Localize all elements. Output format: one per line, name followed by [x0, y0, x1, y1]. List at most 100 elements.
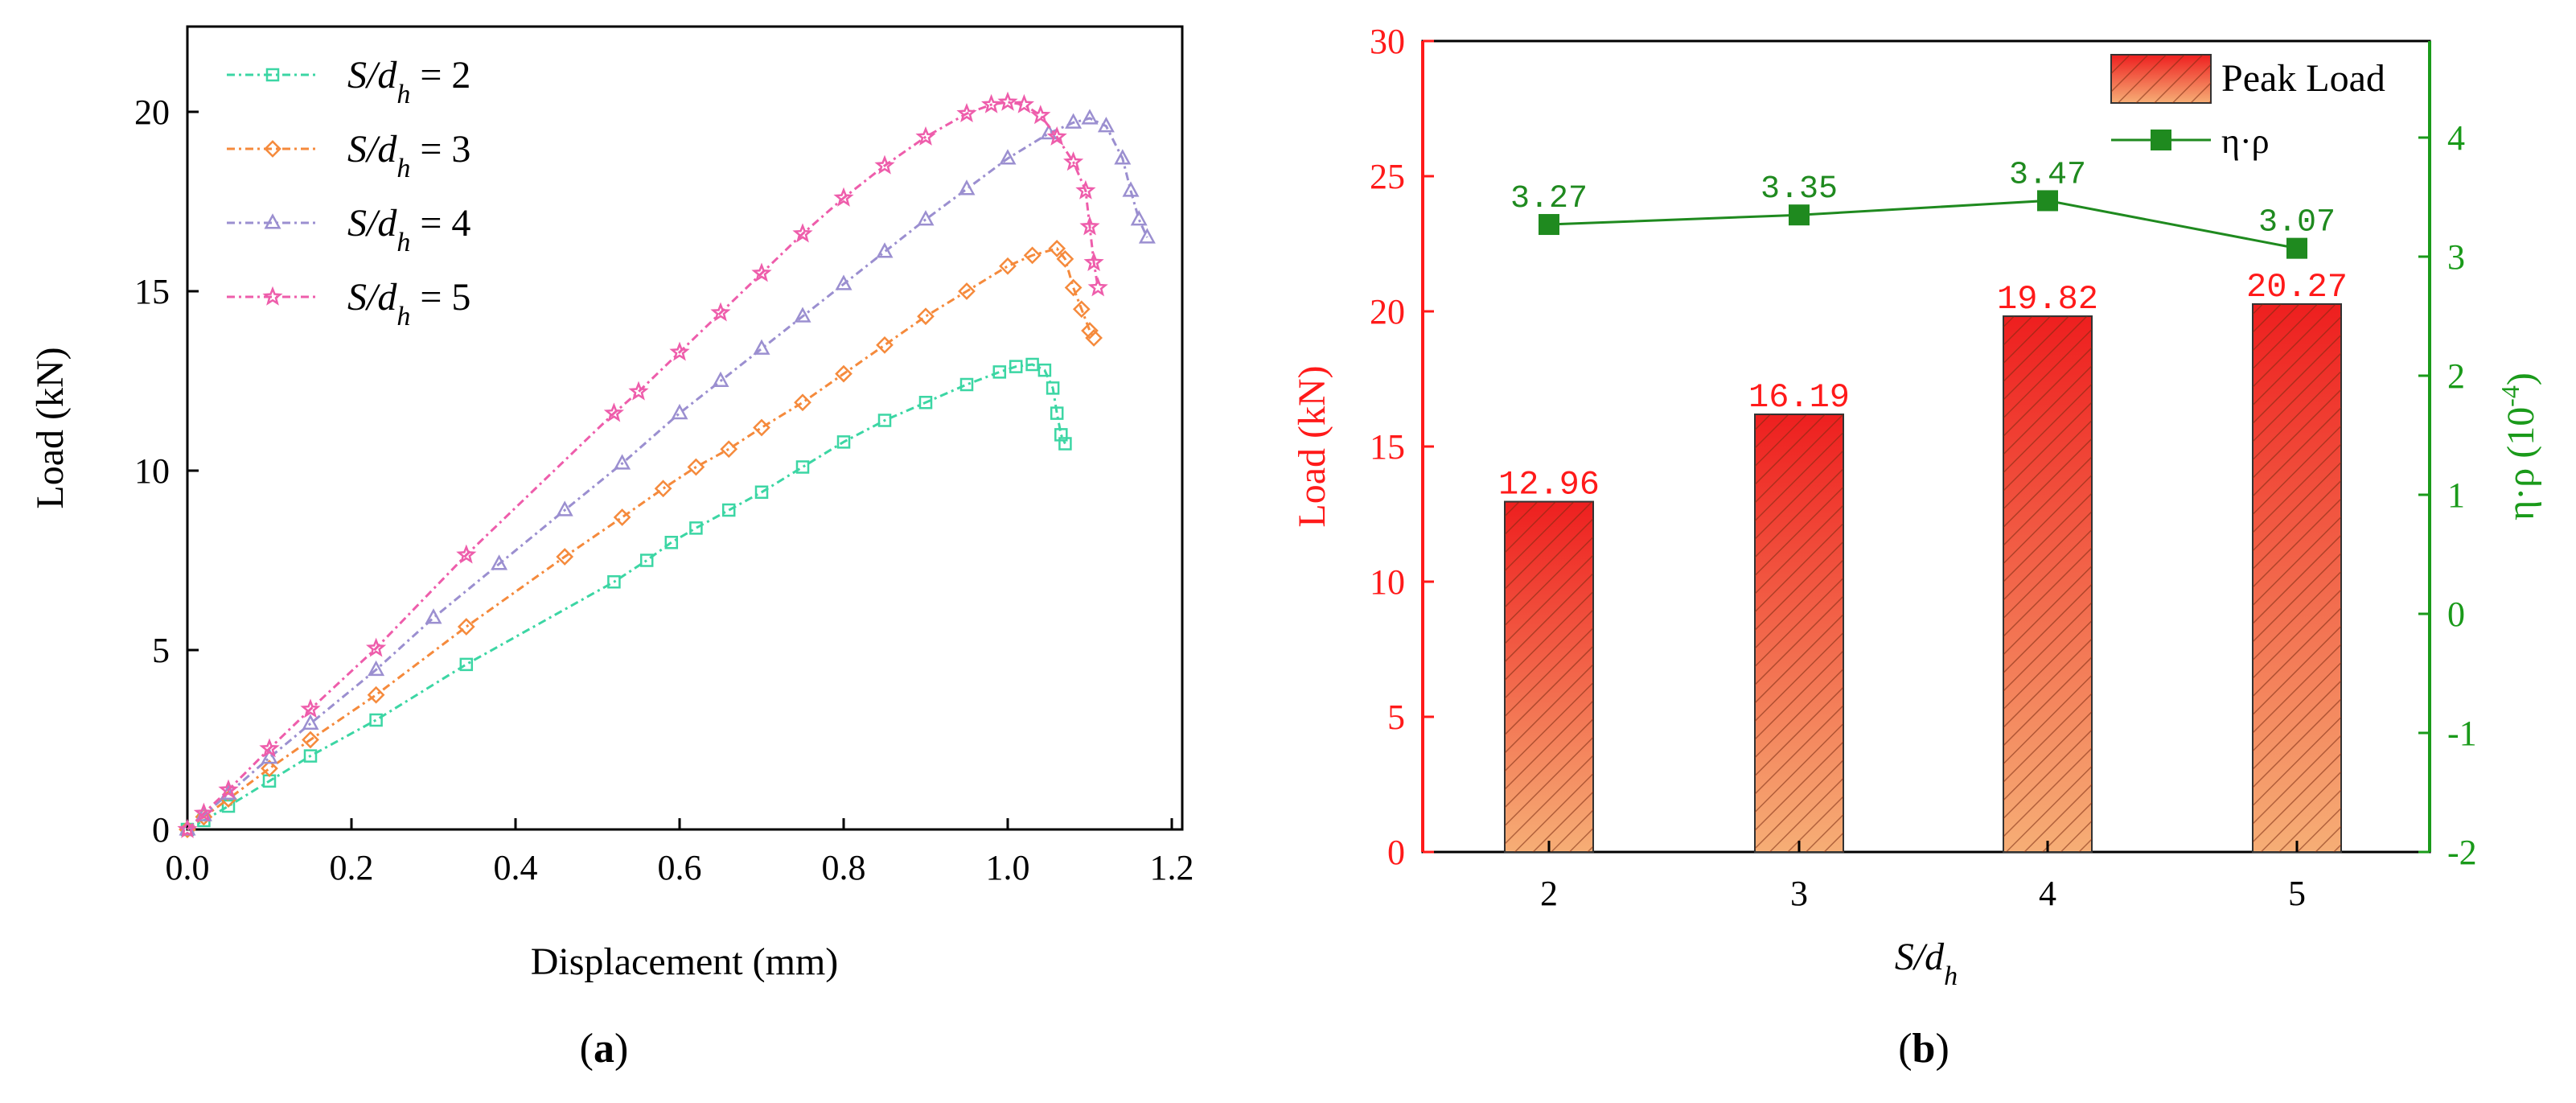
data-point-a [302, 714, 319, 730]
legend-label-a: S/dh = 2 [347, 54, 470, 109]
data-point-a [654, 479, 672, 498]
bar-hatch [2253, 303, 2341, 853]
legend-label-a: S/dh = 3 [347, 128, 470, 183]
data-point-a [1122, 181, 1140, 197]
data-point-a [614, 454, 631, 470]
data-point-a [981, 93, 1002, 113]
data-point-a [877, 414, 892, 427]
x-tick-label-b: 5 [2288, 874, 2306, 913]
data-point-a [179, 820, 196, 836]
data-point-a [999, 257, 1017, 275]
y2-label-main: η·ρ (10 [2500, 407, 2542, 521]
data-point-a [794, 307, 811, 323]
data-point-a [794, 393, 811, 412]
data-point-a [1075, 179, 1096, 200]
x-tick-label-b: 2 [1540, 874, 1558, 913]
legend-label-suffix: = 3 [410, 128, 470, 171]
data-point-a [195, 808, 213, 826]
data-point-a [303, 749, 318, 763]
data-point-a [754, 485, 769, 500]
x-axis-label-a: Displacement (mm) [531, 940, 839, 983]
data-point-a [687, 458, 705, 476]
data-point-a [1054, 428, 1068, 442]
data-point-a [795, 460, 810, 474]
data-point-a [302, 731, 319, 749]
data-point-a [959, 377, 974, 392]
y-tick-label-b: 0 [1387, 833, 1405, 872]
bar-value-label: 20.27 [2246, 268, 2348, 307]
series-a-5 [177, 91, 1108, 838]
data-point-a [425, 608, 442, 624]
plot-frame-a [186, 25, 1184, 831]
data-point-a [997, 91, 1018, 111]
x-tick-label-a: 0.2 [330, 848, 374, 887]
legend-label-a: S/dh = 4 [347, 202, 470, 257]
y2-tick-label-b: 4 [2447, 118, 2465, 158]
data-point-a [956, 102, 977, 123]
data-point-a [1065, 113, 1083, 129]
bar-hatch [1505, 501, 1593, 852]
y2-label-sup: -4 [2496, 385, 2525, 407]
data-point-a [1058, 437, 1072, 451]
x-label-b-sub: h [1944, 961, 1958, 991]
data-point-a [177, 818, 198, 838]
y-tick-label-a: 5 [152, 631, 170, 670]
series-line-a [187, 247, 1095, 831]
data-point-a [193, 802, 214, 822]
x-tick-label-a: 0.0 [166, 848, 210, 887]
eta-rho-line [1548, 199, 2298, 250]
chart-b: 12.96 16.19 19.82 20.27 3.27 3.35 3.47 3.07 0 5… [1291, 22, 2542, 1072]
data-point-a [259, 738, 280, 758]
bar-group: 16.19 [1748, 378, 1850, 853]
data-point-a [603, 402, 624, 422]
data-point-a [1023, 246, 1041, 265]
y-tick-label-a: 20 [134, 93, 170, 132]
bar-series-b: 12.96 16.19 19.82 20.27 [1498, 268, 2348, 854]
bar-group: 19.82 [1997, 280, 2098, 854]
legend-label-suffix: = 5 [410, 276, 470, 319]
data-point-a [876, 242, 894, 258]
data-point-a [720, 440, 738, 459]
data-point-a [917, 210, 935, 226]
y-tick-label-b: 10 [1370, 562, 1405, 602]
y-axis-label-b: Load (kN) [1291, 365, 1333, 527]
panel-letter-b: b [1912, 1026, 1936, 1072]
data-point-a [836, 435, 851, 449]
series-line-a [187, 117, 1148, 831]
bar-hatch [1755, 414, 1843, 852]
x-axis-b: 2 3 4 5 [1540, 841, 2306, 913]
legend-label-sub: h [396, 154, 410, 183]
x-tick-label-b: 4 [2039, 874, 2056, 913]
series-a-2 [180, 357, 1072, 837]
data-point-a [369, 713, 383, 727]
x-axis-a: 0.0 0.2 0.4 0.6 0.8 1.0 1.2 [166, 818, 1194, 887]
data-point-a [221, 799, 236, 813]
data-point-a [1130, 210, 1148, 226]
x-tick-label-a: 0.8 [822, 848, 866, 887]
data-point-a [753, 339, 770, 355]
data-point-a [1087, 277, 1108, 297]
data-point-a [1072, 300, 1091, 319]
legend-label-prefix: S/d [347, 202, 397, 245]
x-tick-label-a: 0.6 [658, 848, 702, 887]
data-point-a [1097, 117, 1115, 133]
y-axis-right-b: -2 -1 0 1 2 3 4 [2418, 118, 2477, 872]
bar-hatch [2003, 316, 2092, 853]
legend-label-sub: h [396, 302, 410, 331]
legend-label-sub: h [396, 228, 410, 257]
y2-label-end: ) [2500, 372, 2542, 385]
data-point-a [992, 365, 1007, 379]
data-point-a [835, 274, 853, 290]
x-axis-label-b: S/dh [1895, 936, 1958, 991]
legend-label-prefix: S/d [347, 54, 397, 97]
y-tick-label-b: 25 [1370, 157, 1405, 196]
legend-marker-eta-rho [2151, 130, 2171, 150]
y2-axis-label-b: η·ρ (10-4) [2496, 372, 2542, 521]
x-tick-label-a: 0.4 [494, 848, 538, 887]
y-tick-label-a: 0 [152, 810, 170, 850]
panel-label-a: (a) [580, 1026, 629, 1072]
legend-label-peak-load: Peak Load [2221, 57, 2385, 100]
data-point-a [710, 302, 731, 322]
data-point-a [1079, 216, 1100, 236]
y2-tick-label-b: 2 [2447, 356, 2465, 396]
